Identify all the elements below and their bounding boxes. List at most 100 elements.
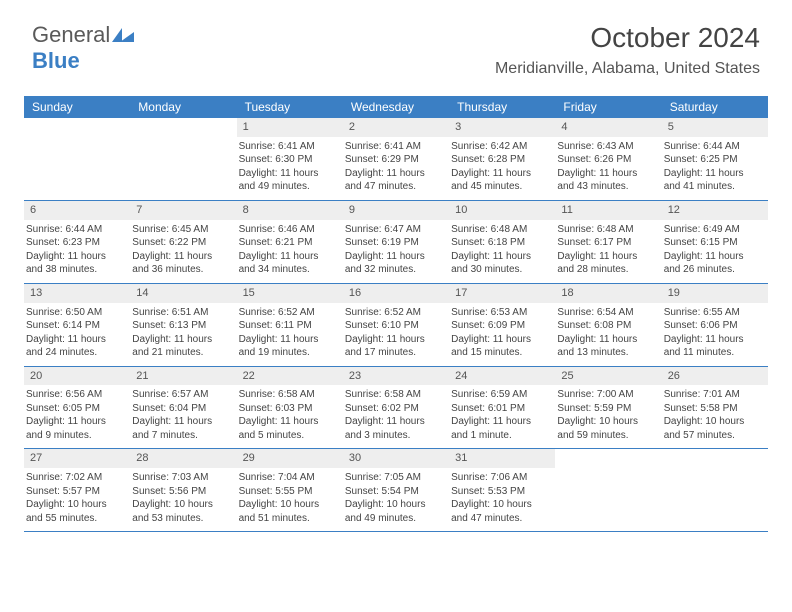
day-sunrise: Sunrise: 7:05 AM <box>343 471 449 485</box>
day-sunset: Sunset: 5:53 PM <box>449 485 555 499</box>
day-d1: Daylight: 10 hours <box>449 498 555 512</box>
day-sunset: Sunset: 6:25 PM <box>662 153 768 167</box>
day-number: 3 <box>449 118 555 137</box>
day-d2: and 24 minutes. <box>24 346 130 360</box>
day-d1: Daylight: 10 hours <box>662 415 768 429</box>
calendar-day-cell: 6Sunrise: 6:44 AMSunset: 6:23 PMDaylight… <box>24 201 130 283</box>
day-d1: Daylight: 10 hours <box>237 498 343 512</box>
day-number: 20 <box>24 367 130 386</box>
day-d1: Daylight: 11 hours <box>449 333 555 347</box>
calendar: SundayMondayTuesdayWednesdayThursdayFrid… <box>24 96 768 532</box>
day-sunset: Sunset: 5:56 PM <box>130 485 236 499</box>
calendar-day-cell: 22Sunrise: 6:58 AMSunset: 6:03 PMDayligh… <box>237 367 343 449</box>
calendar-day-cell: 5Sunrise: 6:44 AMSunset: 6:25 PMDaylight… <box>662 118 768 200</box>
calendar-header-row: SundayMondayTuesdayWednesdayThursdayFrid… <box>24 96 768 118</box>
day-d2: and 21 minutes. <box>130 346 236 360</box>
day-sunrise: Sunrise: 6:51 AM <box>130 306 236 320</box>
day-sunrise: Sunrise: 6:48 AM <box>555 223 661 237</box>
day-sunrise: Sunrise: 6:54 AM <box>555 306 661 320</box>
day-number: 8 <box>237 201 343 220</box>
day-sunrise: Sunrise: 6:55 AM <box>662 306 768 320</box>
day-number: 10 <box>449 201 555 220</box>
calendar-day-cell: 24Sunrise: 6:59 AMSunset: 6:01 PMDayligh… <box>449 367 555 449</box>
day-d2: and 3 minutes. <box>343 429 449 443</box>
day-d2: and 36 minutes. <box>130 263 236 277</box>
day-number: 15 <box>237 284 343 303</box>
logo-triangle-2-icon <box>120 32 134 42</box>
day-number: 17 <box>449 284 555 303</box>
day-d1: Daylight: 11 hours <box>555 333 661 347</box>
day-d2: and 30 minutes. <box>449 263 555 277</box>
day-sunset: Sunset: 6:05 PM <box>24 402 130 416</box>
calendar-day-cell: 12Sunrise: 6:49 AMSunset: 6:15 PMDayligh… <box>662 201 768 283</box>
day-sunrise: Sunrise: 7:04 AM <box>237 471 343 485</box>
day-sunrise: Sunrise: 6:45 AM <box>130 223 236 237</box>
day-number: 5 <box>662 118 768 137</box>
day-d1: Daylight: 10 hours <box>555 415 661 429</box>
day-d1: Daylight: 11 hours <box>662 250 768 264</box>
calendar-day-cell: 28Sunrise: 7:03 AMSunset: 5:56 PMDayligh… <box>130 449 236 531</box>
day-sunrise: Sunrise: 6:42 AM <box>449 140 555 154</box>
page-subtitle: Meridianville, Alabama, United States <box>495 60 760 78</box>
day-d2: and 7 minutes. <box>130 429 236 443</box>
day-sunrise: Sunrise: 6:41 AM <box>237 140 343 154</box>
day-number: 7 <box>130 201 236 220</box>
calendar-day-cell: 19Sunrise: 6:55 AMSunset: 6:06 PMDayligh… <box>662 284 768 366</box>
day-sunset: Sunset: 6:15 PM <box>662 236 768 250</box>
calendar-body: 1Sunrise: 6:41 AMSunset: 6:30 PMDaylight… <box>24 118 768 532</box>
calendar-day-cell <box>555 449 661 531</box>
calendar-week-row: 6Sunrise: 6:44 AMSunset: 6:23 PMDaylight… <box>24 201 768 284</box>
day-sunrise: Sunrise: 6:52 AM <box>237 306 343 320</box>
day-d1: Daylight: 11 hours <box>662 333 768 347</box>
day-d1: Daylight: 11 hours <box>130 250 236 264</box>
day-sunrise: Sunrise: 6:47 AM <box>343 223 449 237</box>
day-sunset: Sunset: 6:29 PM <box>343 153 449 167</box>
day-d2: and 53 minutes. <box>130 512 236 526</box>
day-sunrise: Sunrise: 6:58 AM <box>343 388 449 402</box>
calendar-header-cell: Sunday <box>24 100 130 114</box>
calendar-day-cell: 21Sunrise: 6:57 AMSunset: 6:04 PMDayligh… <box>130 367 236 449</box>
day-sunset: Sunset: 6:03 PM <box>237 402 343 416</box>
day-sunrise: Sunrise: 6:57 AM <box>130 388 236 402</box>
day-d2: and 55 minutes. <box>24 512 130 526</box>
day-d2: and 47 minutes. <box>449 512 555 526</box>
logo-text-2: Blue <box>32 48 80 73</box>
calendar-day-cell: 11Sunrise: 6:48 AMSunset: 6:17 PMDayligh… <box>555 201 661 283</box>
day-d1: Daylight: 11 hours <box>24 250 130 264</box>
day-d1: Daylight: 11 hours <box>343 415 449 429</box>
day-sunrise: Sunrise: 6:56 AM <box>24 388 130 402</box>
day-d2: and 43 minutes. <box>555 180 661 194</box>
calendar-day-cell: 15Sunrise: 6:52 AMSunset: 6:11 PMDayligh… <box>237 284 343 366</box>
day-sunrise: Sunrise: 6:44 AM <box>24 223 130 237</box>
day-number: 23 <box>343 367 449 386</box>
logo: General Blue <box>32 22 134 74</box>
calendar-week-row: 27Sunrise: 7:02 AMSunset: 5:57 PMDayligh… <box>24 449 768 532</box>
day-sunrise: Sunrise: 6:49 AM <box>662 223 768 237</box>
logo-text-1: General <box>32 22 110 47</box>
day-sunset: Sunset: 6:26 PM <box>555 153 661 167</box>
day-number: 13 <box>24 284 130 303</box>
day-d2: and 11 minutes. <box>662 346 768 360</box>
day-number: 18 <box>555 284 661 303</box>
day-d2: and 38 minutes. <box>24 263 130 277</box>
day-d1: Daylight: 11 hours <box>24 415 130 429</box>
day-sunset: Sunset: 6:23 PM <box>24 236 130 250</box>
day-sunset: Sunset: 6:10 PM <box>343 319 449 333</box>
calendar-day-cell <box>662 449 768 531</box>
day-d1: Daylight: 10 hours <box>24 498 130 512</box>
day-sunset: Sunset: 6:04 PM <box>130 402 236 416</box>
day-number: 25 <box>555 367 661 386</box>
calendar-day-cell: 3Sunrise: 6:42 AMSunset: 6:28 PMDaylight… <box>449 118 555 200</box>
calendar-day-cell: 17Sunrise: 6:53 AMSunset: 6:09 PMDayligh… <box>449 284 555 366</box>
calendar-week-row: 1Sunrise: 6:41 AMSunset: 6:30 PMDaylight… <box>24 118 768 201</box>
day-d1: Daylight: 11 hours <box>555 250 661 264</box>
day-number: 28 <box>130 449 236 468</box>
day-sunset: Sunset: 6:19 PM <box>343 236 449 250</box>
day-number: 29 <box>237 449 343 468</box>
day-sunset: Sunset: 6:02 PM <box>343 402 449 416</box>
calendar-day-cell: 31Sunrise: 7:06 AMSunset: 5:53 PMDayligh… <box>449 449 555 531</box>
day-sunset: Sunset: 6:17 PM <box>555 236 661 250</box>
calendar-day-cell: 23 Sunrise: 6:58 AMSunset: 6:02 PMDayligh… <box>343 367 449 449</box>
page-title: October 2024 <box>590 22 760 54</box>
day-d2: and 51 minutes. <box>237 512 343 526</box>
